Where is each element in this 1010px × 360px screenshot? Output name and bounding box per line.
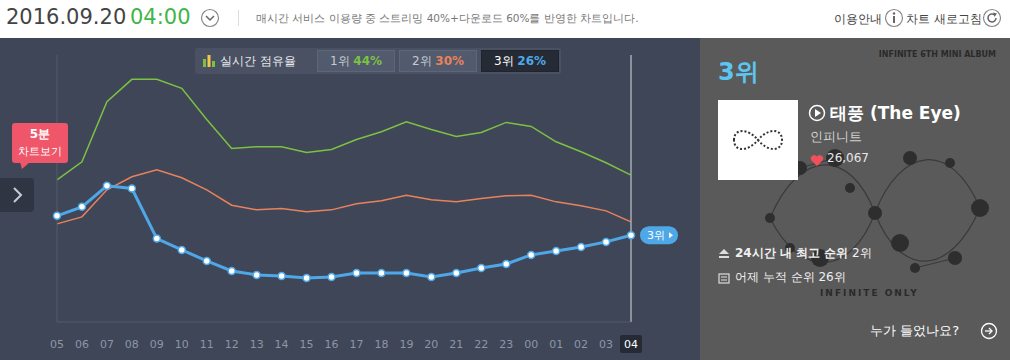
svg-text:07: 07	[100, 338, 114, 351]
svg-text:18: 18	[374, 338, 388, 351]
html-text:24시간 내 최고 순위 2위: 24시간 내 최고 순위 2위	[735, 246, 872, 260]
svg-text:03: 03	[599, 338, 613, 351]
svg-text:02: 02	[574, 338, 588, 351]
svg-text:05: 05	[50, 338, 64, 351]
svg-text:01: 01	[549, 338, 563, 351]
html-text:누가 들었나요?: 누가 들었나요?	[870, 323, 959, 338]
svg-text:00: 00	[524, 338, 538, 351]
svg-text:09: 09	[150, 338, 164, 351]
svg-text:08: 08	[125, 338, 139, 351]
svg-text:11: 11	[200, 338, 214, 351]
html-text:INFINITE ONLY: INFINITE ONLY	[820, 288, 919, 298]
html-text:인피니트: 인피니트	[810, 129, 862, 144]
svg-text:15: 15	[300, 338, 314, 351]
html-text:1위 44%: 1위 44%	[329, 54, 383, 68]
svg-text:04: 04	[624, 338, 638, 351]
html-text:2위 30%: 2위 30%	[411, 54, 465, 68]
svg-text:23: 23	[499, 338, 513, 351]
html-text:3위: 3위	[718, 58, 759, 86]
html-text:5분: 5분	[29, 127, 51, 141]
svg-text:17: 17	[349, 338, 363, 351]
html-text:차트보기: 차트보기	[18, 145, 62, 158]
html-text:차트 새로고침: 차트 새로고침	[906, 12, 982, 26]
html-text:26,067: 26,067	[827, 151, 869, 165]
svg-text:20: 20	[424, 338, 438, 351]
svg-text:22: 22	[474, 338, 488, 351]
svg-text:3위: 3위	[647, 229, 665, 242]
html-text:3위 26%: 3위 26%	[493, 54, 547, 68]
svg-text:06: 06	[75, 338, 89, 351]
html-text:INFINITE 6TH MINI ALBUM: INFINITE 6TH MINI ALBUM	[878, 50, 996, 59]
svg-text:16: 16	[325, 338, 339, 351]
svg-text:13: 13	[250, 338, 264, 351]
html-text:어제 누적 순위 26위: 어제 누적 순위 26위	[735, 270, 846, 284]
html-text:이용안내: 이용안내	[834, 12, 882, 26]
html-text:태풍 (The Eye): 태풍 (The Eye)	[830, 103, 961, 123]
svg-text:19: 19	[399, 338, 413, 351]
svg-text:21: 21	[449, 338, 463, 351]
html-text:실시간 점유율: 실시간 점유율	[220, 54, 296, 68]
html-text:매시간 서비스 이용량 중 스트리밍 40%+다운로드 60: 매시간 서비스 이용량 중 스트리밍 40%+다운로드 60%를 반영한 차트입…	[256, 12, 639, 24]
html-text:2016.09.20 04:00: 2016.09.20 04:00	[6, 5, 191, 29]
svg-text:12: 12	[225, 338, 239, 351]
svg-text:14: 14	[275, 338, 289, 351]
svg-text:10: 10	[175, 338, 189, 351]
